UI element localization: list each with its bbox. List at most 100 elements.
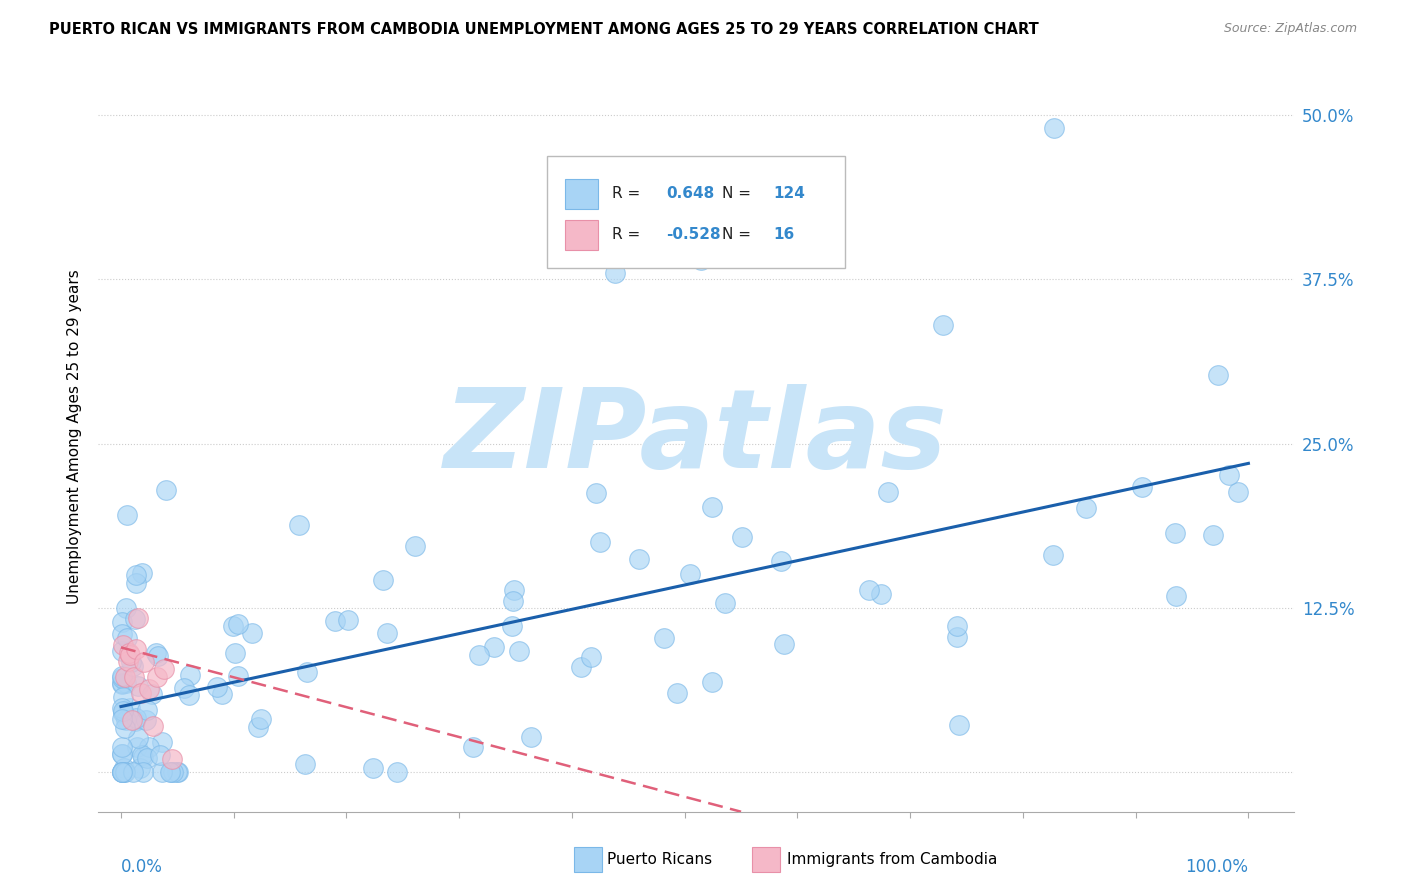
- Point: [141, 719, 163, 733]
- Text: Puerto Ricans: Puerto Ricans: [607, 853, 713, 867]
- Text: R =: R =: [613, 227, 645, 243]
- Point: [132, 765, 155, 780]
- Point: [226, 617, 249, 632]
- Point: [689, 252, 711, 267]
- Point: [945, 619, 967, 633]
- Point: [714, 597, 737, 611]
- Point: [111, 669, 134, 683]
- Point: [772, 637, 794, 651]
- Point: [125, 740, 148, 755]
- Point: [136, 750, 159, 764]
- Point: [160, 752, 183, 766]
- Point: [111, 747, 134, 761]
- Text: 16: 16: [773, 227, 794, 243]
- Point: [111, 671, 134, 685]
- Point: [150, 765, 173, 780]
- Point: [166, 765, 188, 780]
- Point: [114, 765, 136, 780]
- Point: [468, 648, 491, 662]
- Point: [224, 646, 246, 660]
- Point: [387, 765, 409, 780]
- Point: [125, 711, 148, 725]
- Point: [323, 615, 346, 629]
- Point: [125, 576, 148, 591]
- FancyBboxPatch shape: [565, 219, 598, 250]
- Point: [120, 701, 142, 715]
- Point: [948, 718, 970, 732]
- Point: [114, 670, 136, 684]
- Point: [111, 765, 134, 780]
- Point: [250, 712, 273, 726]
- Text: 0.648: 0.648: [666, 186, 714, 201]
- Point: [404, 540, 426, 554]
- Point: [932, 318, 955, 333]
- Point: [502, 594, 524, 608]
- Point: [363, 760, 385, 774]
- Point: [129, 761, 152, 775]
- Point: [135, 713, 157, 727]
- Point: [111, 677, 134, 691]
- Point: [115, 508, 138, 522]
- Point: [115, 713, 138, 727]
- Point: [1076, 500, 1098, 515]
- Point: [111, 765, 134, 780]
- Point: [159, 765, 181, 780]
- Text: Immigrants from Cambodia: Immigrants from Cambodia: [787, 853, 998, 867]
- Text: ZIPatlas: ZIPatlas: [444, 384, 948, 491]
- Point: [179, 689, 201, 703]
- Point: [155, 483, 177, 497]
- Point: [297, 665, 319, 680]
- Point: [501, 619, 523, 633]
- Point: [1163, 525, 1185, 540]
- Point: [166, 765, 188, 780]
- Text: N =: N =: [723, 227, 756, 243]
- Point: [162, 765, 184, 780]
- Point: [1042, 548, 1064, 562]
- Point: [211, 688, 233, 702]
- Point: [1227, 485, 1250, 500]
- Text: -0.528: -0.528: [666, 227, 721, 243]
- Text: 0.0%: 0.0%: [121, 858, 163, 876]
- Text: Source: ZipAtlas.com: Source: ZipAtlas.com: [1223, 22, 1357, 36]
- Point: [240, 626, 263, 640]
- Point: [150, 735, 173, 749]
- Point: [132, 750, 155, 764]
- Point: [149, 747, 172, 762]
- Point: [247, 720, 270, 734]
- Point: [205, 680, 228, 694]
- Point: [145, 646, 167, 660]
- Point: [1042, 121, 1064, 136]
- Point: [121, 713, 143, 727]
- Point: [124, 612, 146, 626]
- Point: [179, 668, 201, 682]
- Point: [120, 655, 142, 669]
- Point: [146, 670, 169, 684]
- Point: [502, 583, 524, 598]
- Point: [124, 642, 146, 657]
- Point: [628, 552, 651, 566]
- Point: [127, 731, 149, 745]
- Point: [111, 706, 134, 721]
- Point: [585, 485, 607, 500]
- Point: [111, 712, 134, 726]
- Point: [508, 644, 530, 658]
- Point: [589, 535, 612, 549]
- Point: [173, 681, 195, 695]
- Point: [679, 566, 702, 581]
- Point: [294, 757, 316, 772]
- Point: [112, 761, 135, 775]
- Point: [141, 687, 163, 701]
- Point: [1166, 589, 1188, 603]
- Y-axis label: Unemployment Among Ages 25 to 29 years: Unemployment Among Ages 25 to 29 years: [67, 269, 83, 605]
- Point: [115, 676, 138, 690]
- Point: [129, 685, 152, 699]
- Point: [869, 586, 891, 600]
- Point: [124, 714, 146, 728]
- Point: [1202, 528, 1225, 542]
- Point: [111, 765, 134, 780]
- Point: [117, 654, 139, 668]
- Point: [153, 662, 176, 676]
- Text: PUERTO RICAN VS IMMIGRANTS FROM CAMBODIA UNEMPLOYMENT AMONG AGES 25 TO 29 YEARS : PUERTO RICAN VS IMMIGRANTS FROM CAMBODIA…: [49, 22, 1039, 37]
- Point: [652, 631, 675, 645]
- Point: [159, 765, 181, 780]
